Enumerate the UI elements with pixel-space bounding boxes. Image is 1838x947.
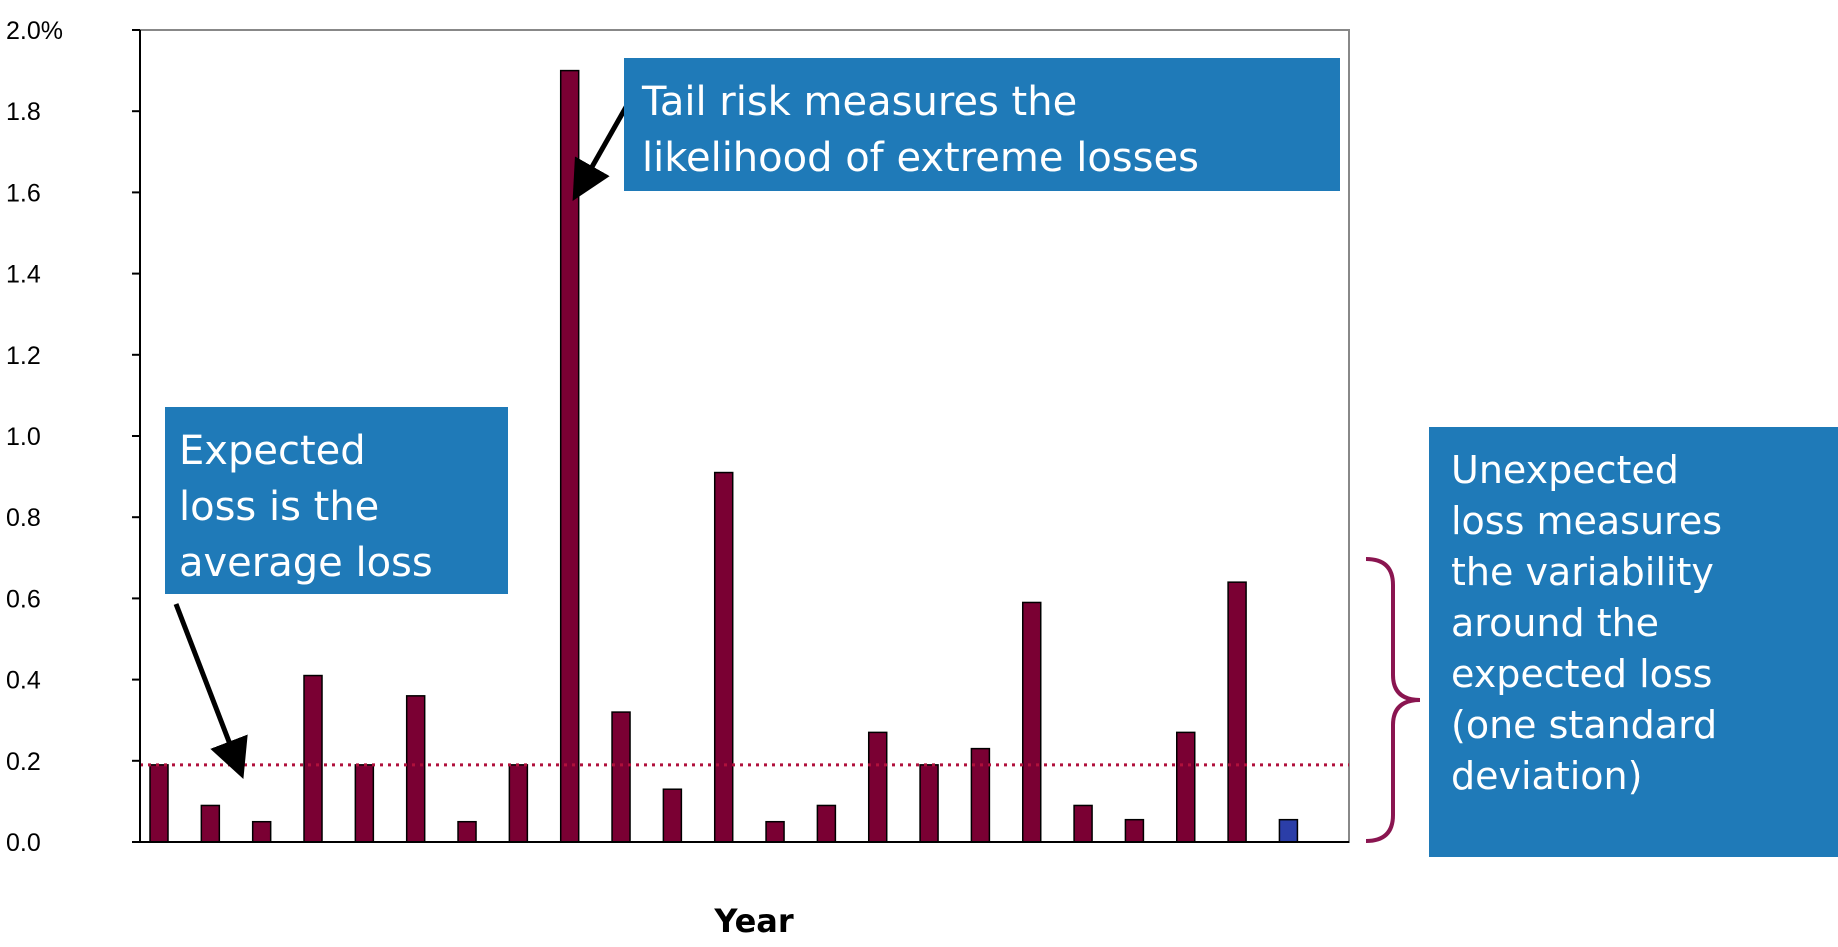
- tail-risk-arrow: [572, 98, 633, 202]
- bar: [149, 764, 169, 843]
- y-tick-label: 1.0: [6, 423, 41, 451]
- y-tick-label: 0.6: [6, 585, 41, 613]
- y-tick-label: 2.0%: [6, 17, 63, 45]
- expected-loss-callout: Expected loss is the average loss: [165, 407, 508, 600]
- bar: [405, 695, 426, 843]
- bar: [1124, 818, 1145, 843]
- y-tick-label: 1.4: [6, 261, 41, 289]
- bar: [354, 764, 375, 843]
- bars: [149, 69, 1299, 843]
- bar: [1227, 581, 1247, 843]
- y-tick-label: 1.8: [6, 98, 41, 126]
- bar: [1176, 731, 1196, 843]
- bar: [508, 764, 529, 843]
- bar: [867, 731, 888, 843]
- bar: [457, 820, 477, 843]
- bar: [662, 788, 683, 843]
- expected-loss-arrow: [173, 603, 248, 779]
- tail-risk-callout: Tail risk measures the likelihood of ext…: [624, 58, 1340, 191]
- y-tick-label: 0.0: [6, 829, 41, 857]
- bar: [970, 747, 991, 843]
- unexpected-loss-brace: [1365, 557, 1421, 843]
- bar: [303, 674, 323, 843]
- y-tick-label: 0.2: [6, 748, 41, 776]
- bar: [765, 820, 785, 843]
- y-tick-label: 1.2: [6, 342, 41, 370]
- unexpected-loss-callout: Unexpected loss measures the variability…: [1429, 427, 1838, 857]
- bar: [713, 471, 734, 843]
- bar: [611, 711, 631, 843]
- bar: [1278, 818, 1299, 843]
- bar: [919, 764, 939, 843]
- bar: [1021, 601, 1042, 843]
- bar: [1073, 804, 1093, 843]
- bar: [816, 804, 837, 843]
- x-axis-label: Year: [713, 902, 794, 940]
- bar: [200, 804, 221, 843]
- y-tick-label: 0.4: [6, 667, 41, 695]
- bar: [251, 820, 272, 843]
- bar: [559, 69, 580, 843]
- y-axis-ticks: 0.0 0.2 0.4 0.6 0.8 1.0 1.2 1.4 1.6 1.8 2.0%: [6, 17, 140, 857]
- y-tick-label: 1.6: [6, 179, 41, 207]
- y-tick-label: 0.8: [6, 504, 41, 532]
